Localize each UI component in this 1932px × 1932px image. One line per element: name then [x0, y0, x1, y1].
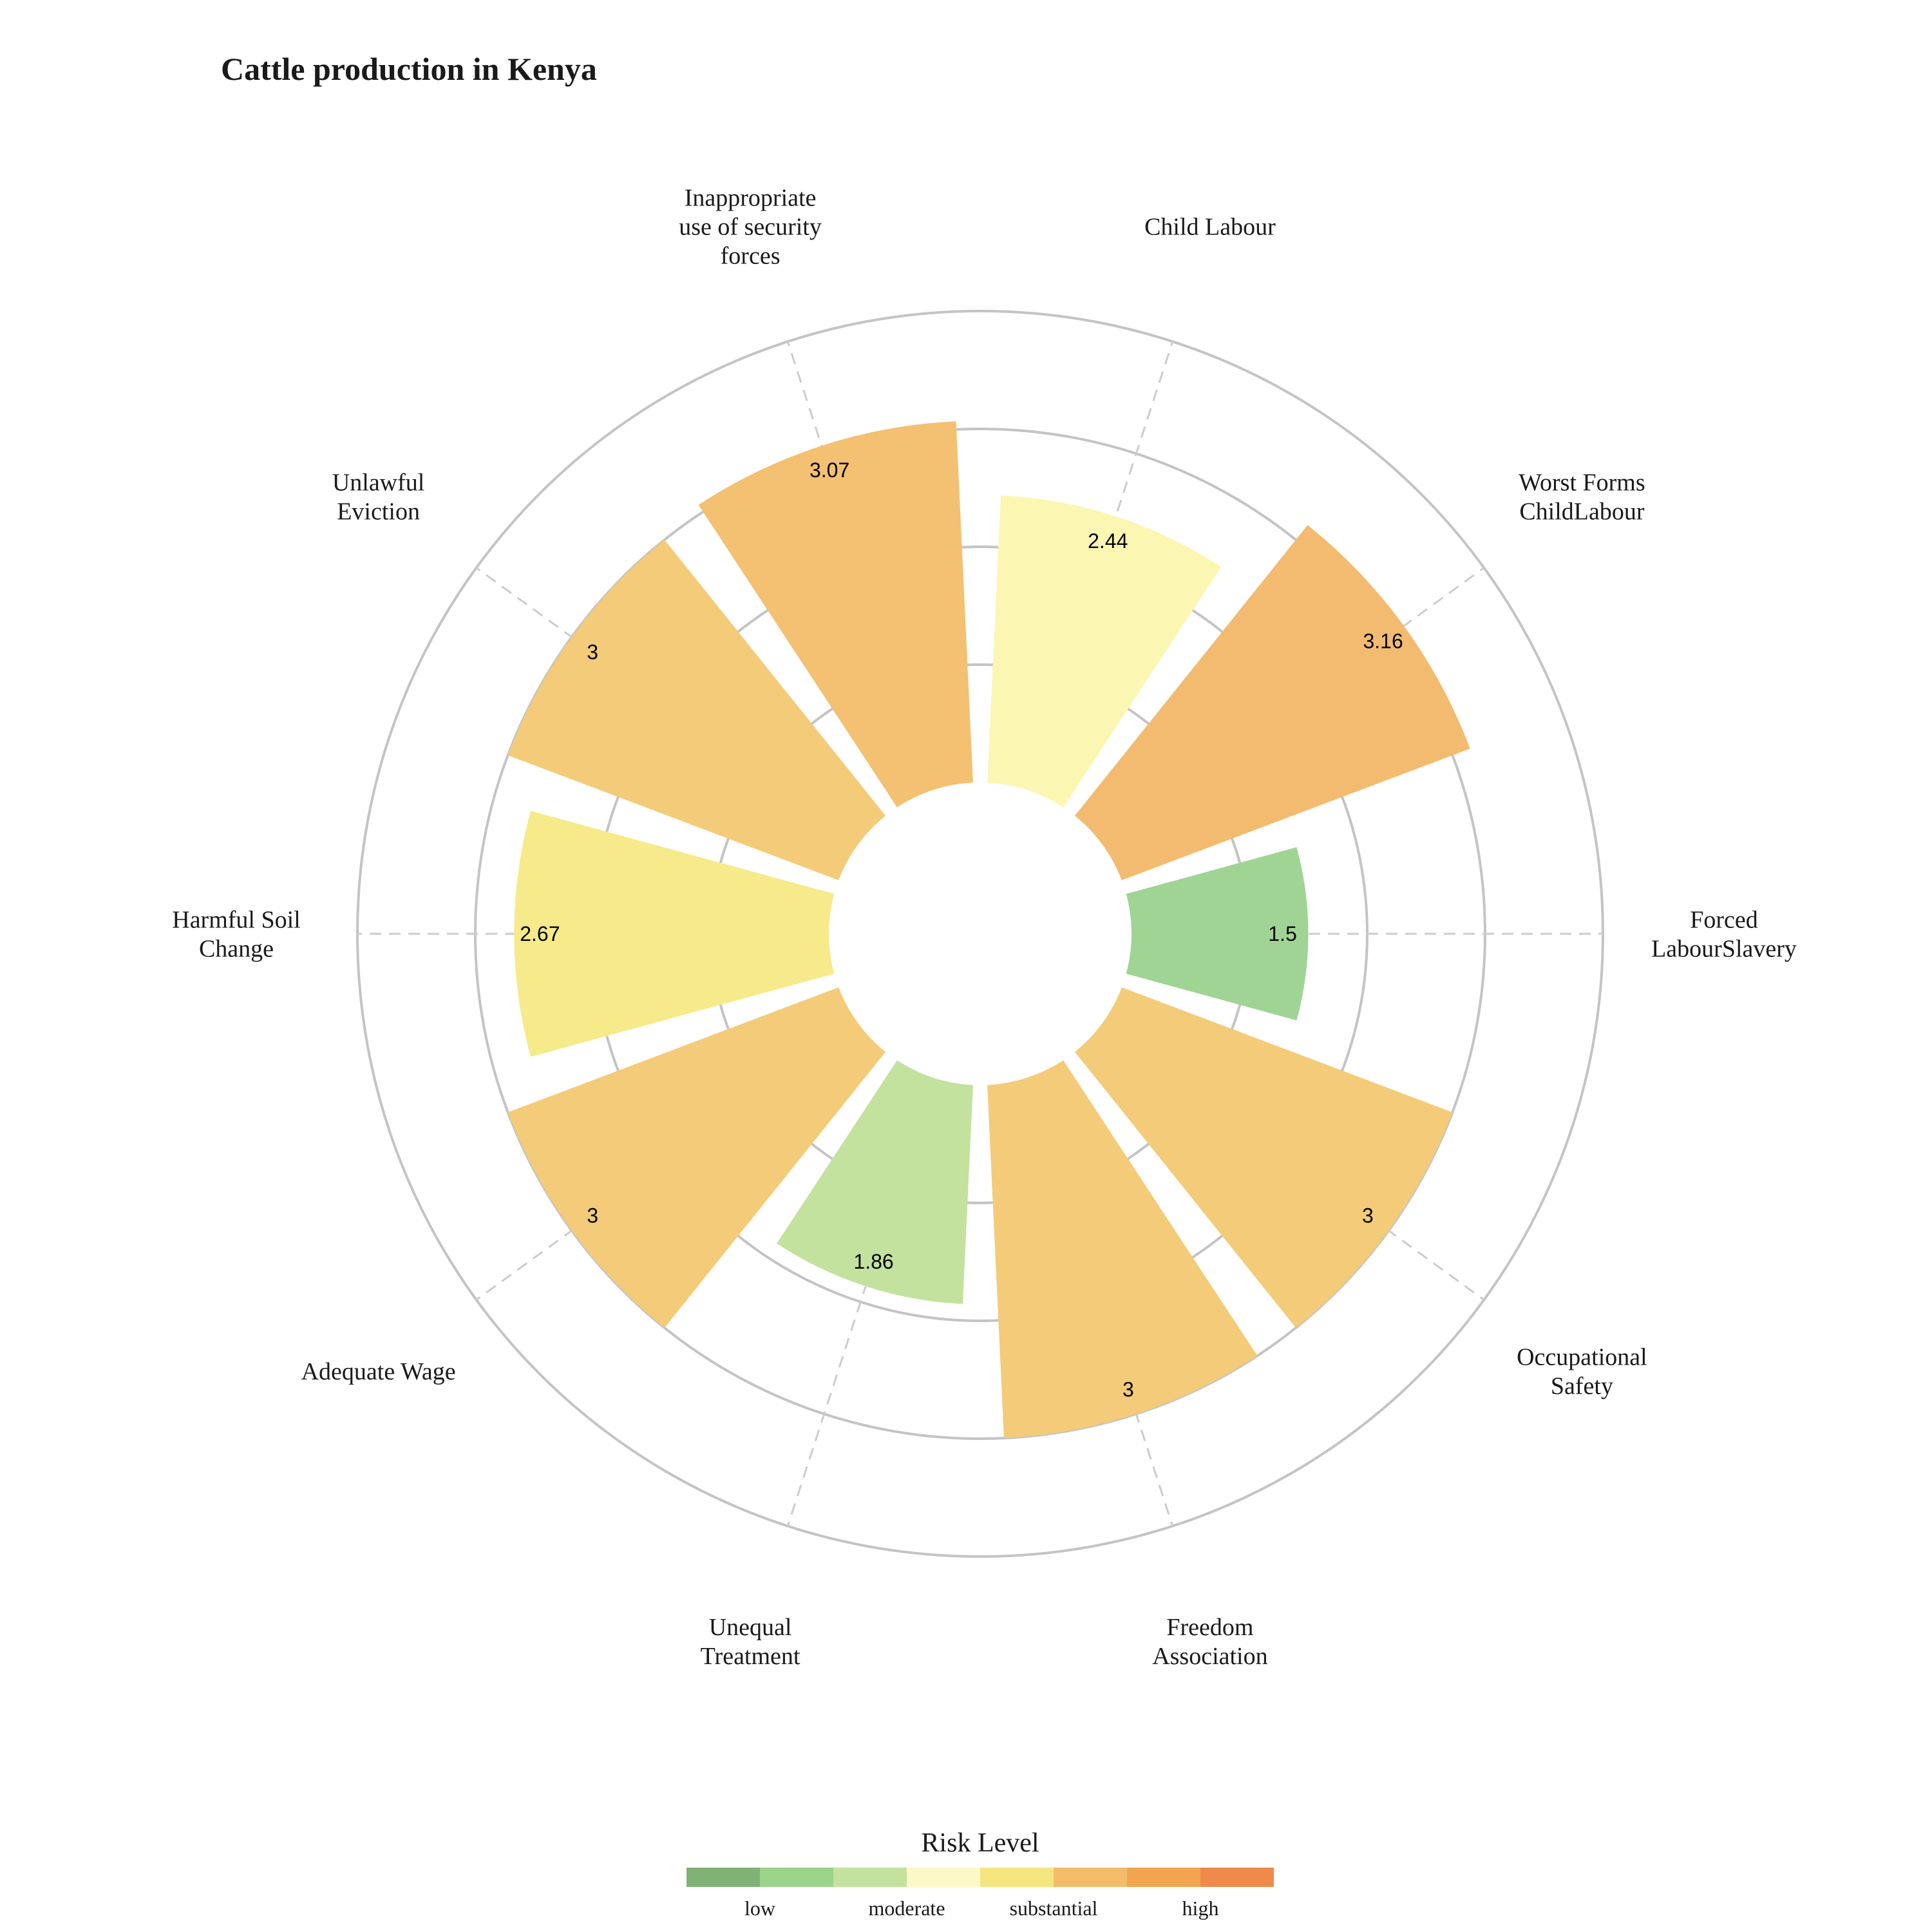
- bar-4: [507, 540, 886, 880]
- value-label-1: 3.16: [1363, 629, 1403, 652]
- legend-label-0: low: [744, 1897, 775, 1920]
- category-label-5: Harmful Soil Change: [172, 907, 300, 963]
- legend-swatch-2: [833, 1868, 907, 1887]
- value-labels: 1.5 3.16 2.44 3.07 3 2.67 3 1.86 3 3: [520, 459, 1403, 1401]
- value-label-7: 1.86: [853, 1250, 893, 1273]
- legend-swatch-5: [1054, 1868, 1127, 1887]
- bar-3: [698, 421, 973, 808]
- value-label-9: 3: [1362, 1204, 1374, 1227]
- legend: Risk Level low moderate substantial high: [687, 1828, 1274, 1920]
- value-label-6: 3: [587, 1204, 598, 1227]
- legend-swatch-1: [760, 1868, 833, 1887]
- value-label-8: 3: [1122, 1378, 1134, 1401]
- legend-swatch-3: [907, 1868, 980, 1887]
- legend-swatch-0: [687, 1868, 760, 1887]
- legend-swatch-7: [1200, 1868, 1274, 1887]
- legend-swatch-6: [1127, 1868, 1200, 1887]
- category-label-8: Freedom Association: [1152, 1614, 1267, 1670]
- category-label-0: Forced LabourSlavery: [1651, 907, 1797, 963]
- category-label-3: Inappropriate use of security forces: [679, 185, 822, 270]
- bar-0: [1126, 847, 1309, 1021]
- bar-9: [1074, 987, 1453, 1328]
- bar-7: [777, 1060, 973, 1304]
- bar-5: [514, 811, 835, 1057]
- bar-2: [987, 495, 1222, 808]
- category-label-6: Adequate Wage: [301, 1358, 456, 1385]
- category-label-4: Unlawful Eviction: [332, 469, 425, 526]
- legend-label-1: moderate: [868, 1897, 945, 1920]
- category-label-1: Worst Forms ChildLabour: [1519, 469, 1645, 526]
- legend-label-3: high: [1182, 1897, 1219, 1920]
- chart-title: Cattle production in Kenya: [221, 51, 597, 87]
- value-label-5: 2.67: [520, 922, 560, 945]
- legend-title: Risk Level: [921, 1828, 1039, 1858]
- category-label-7: Unequal Treatment: [701, 1614, 800, 1670]
- bar-6: [507, 987, 886, 1328]
- value-label-4: 3: [587, 641, 598, 664]
- bars: [507, 421, 1470, 1439]
- legend-swatch-4: [980, 1868, 1054, 1887]
- value-label-3: 3.07: [810, 459, 849, 482]
- category-labels: Forced LabourSlavery Worst Forms ChildLabou…: [172, 185, 1797, 1670]
- category-label-2: Child Labour: [1144, 214, 1276, 241]
- category-label-9: Occupational Safety: [1517, 1343, 1647, 1399]
- value-label-2: 2.44: [1088, 529, 1128, 553]
- legend-label-2: substantial: [1010, 1897, 1098, 1920]
- value-label-0: 1.5: [1268, 922, 1296, 945]
- bar-8: [987, 1060, 1258, 1439]
- bar-1: [1074, 525, 1470, 880]
